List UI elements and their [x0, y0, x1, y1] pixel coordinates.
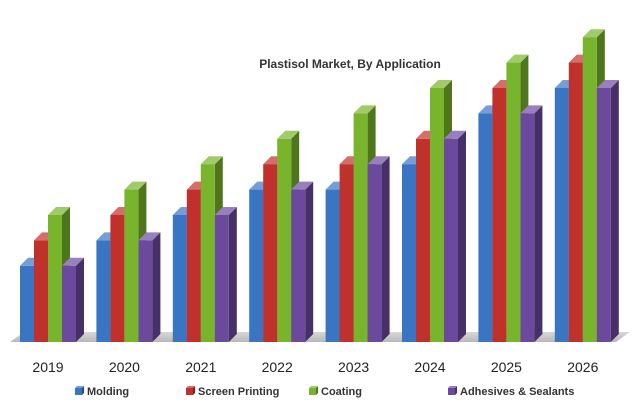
x-tick-2019: 2019	[32, 359, 63, 375]
x-tick-2026: 2026	[567, 359, 598, 375]
chart-title: Plastisol Market, By Application	[259, 57, 441, 71]
legend-item-coating: Coating	[309, 386, 362, 398]
x-tick-2022: 2022	[262, 359, 293, 375]
bar-adhesives-sealants-2026	[596, 80, 619, 342]
x-axis-ticks: 2019 2020 2021 2022 2023 2024 2025 2026	[32, 359, 598, 375]
legend-swatch-adhesives-sealants	[448, 386, 457, 395]
legend-label-molding: Molding	[87, 386, 129, 398]
x-tick-2023: 2023	[338, 359, 369, 375]
legend-label-adhesives-sealants: Adhesives & Sealants	[460, 386, 574, 398]
x-tick-2025: 2025	[491, 359, 522, 375]
bar-adhesives-sealants-2022	[291, 181, 314, 342]
x-tick-2021: 2021	[185, 359, 216, 375]
legend-swatch-coating	[309, 386, 318, 395]
legend-item-screen-printing: Screen Printing	[186, 386, 279, 398]
bars-group	[20, 29, 619, 343]
legend-item-molding: Molding	[75, 386, 129, 398]
legend-label-coating: Coating	[321, 386, 362, 398]
legend-label-screen-printing: Screen Printing	[198, 386, 279, 398]
legend: Molding Screen Printing Coating Adhesives &…	[75, 386, 574, 398]
legend-item-adhesives-sealants: Adhesives & Sealants	[448, 386, 574, 398]
legend-swatch-screen-printing	[186, 386, 195, 395]
bar-adhesives-sealants-2024	[444, 130, 466, 342]
bar-adhesives-sealants-2021	[214, 207, 237, 342]
bar-adhesives-sealants-2020	[138, 232, 161, 342]
bar-adhesives-sealants-2019	[62, 257, 84, 342]
chart-floor	[10, 332, 630, 342]
legend-swatch-molding	[75, 386, 84, 395]
bar-adhesives-sealants-2025	[520, 105, 543, 343]
bar-adhesives-sealants-2023	[367, 156, 390, 342]
x-tick-2020: 2020	[109, 359, 140, 375]
x-tick-2024: 2024	[414, 359, 445, 375]
